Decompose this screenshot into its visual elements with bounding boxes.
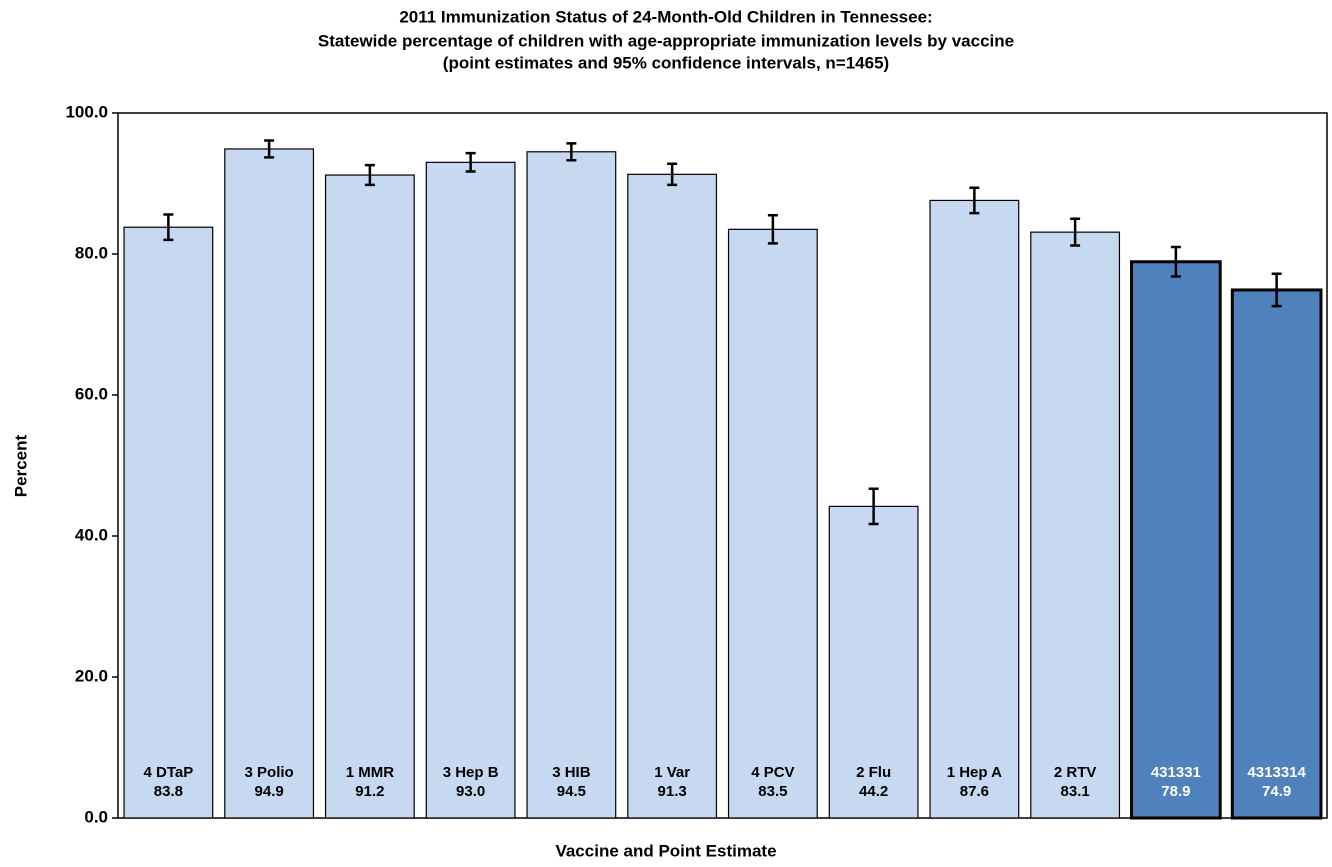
bar bbox=[929, 199, 1020, 819]
chart-subtitle: Statewide percentage of children with ag… bbox=[318, 31, 1014, 50]
x-tick-label: 4 PCV bbox=[751, 764, 794, 781]
y-axis-label: Percent bbox=[11, 434, 30, 497]
x-tick-label: 1 Var bbox=[654, 764, 690, 781]
bar bbox=[324, 174, 415, 819]
plot-frame bbox=[117, 112, 1328, 819]
y-tick-label: 80.0 bbox=[75, 243, 108, 262]
error-bar bbox=[868, 487, 879, 526]
bar bbox=[1030, 231, 1121, 819]
value-label: 78.9 bbox=[1161, 783, 1190, 800]
error-bar bbox=[566, 142, 577, 162]
chart-note: (point estimates and 95% confidence inte… bbox=[443, 53, 889, 72]
error-bar bbox=[667, 162, 678, 187]
error-bar bbox=[264, 139, 275, 159]
error-bar bbox=[1170, 245, 1181, 278]
value-label: 83.8 bbox=[154, 783, 183, 800]
value-label: 83.1 bbox=[1061, 783, 1090, 800]
error-bar bbox=[163, 213, 174, 242]
bar bbox=[727, 228, 818, 819]
value-label: 94.9 bbox=[255, 783, 284, 800]
x-tick-label: 3 Hep B bbox=[443, 764, 499, 781]
error-bar bbox=[969, 186, 980, 215]
value-label: 83.5 bbox=[758, 783, 787, 800]
bar bbox=[224, 148, 315, 819]
error-bar bbox=[1070, 217, 1081, 247]
x-tick-label: 431331 bbox=[1151, 764, 1201, 781]
x-tick-label: 4313314 bbox=[1247, 764, 1306, 781]
x-tick-label: 3 HIB bbox=[552, 764, 591, 781]
x-tick-label: 3 Polio bbox=[245, 764, 294, 781]
value-label: 91.2 bbox=[355, 783, 384, 800]
bar bbox=[1130, 260, 1222, 820]
value-label: 91.3 bbox=[658, 783, 687, 800]
value-label: 94.5 bbox=[557, 783, 586, 800]
bar bbox=[123, 226, 214, 819]
bar bbox=[1230, 288, 1323, 820]
bar bbox=[526, 151, 617, 819]
value-label: 44.2 bbox=[859, 783, 888, 800]
y-tick-label: 40.0 bbox=[75, 525, 108, 544]
error-bar bbox=[465, 151, 476, 173]
chart-title: 2011 Immunization Status of 24-Month-Old… bbox=[399, 7, 932, 26]
y-tick-label: 60.0 bbox=[75, 384, 108, 403]
x-tick-label: 2 Flu bbox=[856, 764, 891, 781]
error-bar bbox=[364, 163, 375, 187]
error-bar bbox=[1271, 272, 1282, 308]
x-tick-label: 1 MMR bbox=[346, 764, 395, 781]
y-tick-label: 100.0 bbox=[65, 102, 108, 121]
y-tick-label: 20.0 bbox=[75, 666, 108, 685]
bar bbox=[425, 161, 516, 819]
bar bbox=[828, 505, 919, 819]
y-tick-label: 0.0 bbox=[84, 807, 108, 826]
value-label: 93.0 bbox=[456, 783, 485, 800]
x-tick-label: 4 DTaP bbox=[144, 764, 194, 781]
value-label: 74.9 bbox=[1262, 783, 1291, 800]
x-tick-label: 2 RTV bbox=[1054, 764, 1097, 781]
value-label: 87.6 bbox=[960, 783, 989, 800]
error-bar bbox=[767, 213, 778, 245]
bar bbox=[627, 173, 718, 819]
x-tick-label: 1 Hep A bbox=[947, 764, 1002, 781]
x-axis-label: Vaccine and Point Estimate bbox=[555, 841, 776, 860]
